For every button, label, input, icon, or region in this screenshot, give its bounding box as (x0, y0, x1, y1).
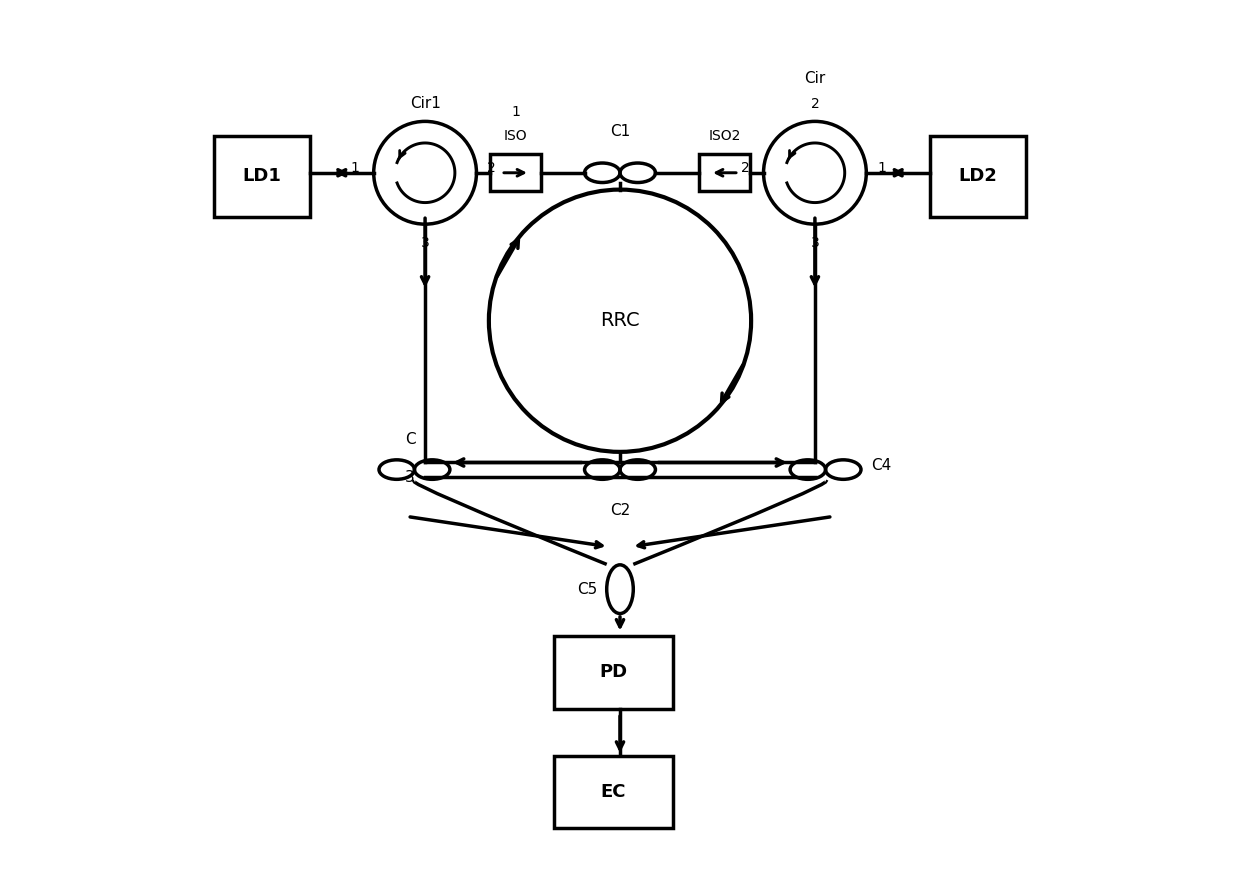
Text: 1: 1 (511, 105, 520, 119)
Text: 3: 3 (811, 236, 820, 250)
Text: 3: 3 (405, 470, 415, 485)
Text: LD2: LD2 (959, 167, 997, 185)
Text: PD: PD (599, 664, 627, 681)
Text: C1: C1 (610, 124, 630, 139)
Text: RRC: RRC (600, 311, 640, 330)
Bar (553, 636, 673, 709)
Text: 2: 2 (740, 161, 749, 175)
Bar (699, 154, 750, 191)
Text: ISO: ISO (503, 128, 527, 143)
Text: C: C (404, 432, 415, 447)
Text: ISO2: ISO2 (708, 128, 740, 143)
Bar (553, 756, 673, 828)
Text: C2: C2 (610, 503, 630, 518)
Text: 1: 1 (877, 161, 885, 175)
Bar (930, 136, 1025, 217)
Text: 3: 3 (420, 236, 429, 250)
Text: 2: 2 (487, 161, 496, 175)
Text: Cir: Cir (805, 71, 826, 86)
Text: C4: C4 (872, 458, 892, 472)
Text: C5: C5 (578, 582, 598, 596)
Text: 2: 2 (811, 97, 820, 111)
Bar (215, 136, 310, 217)
Bar (490, 154, 541, 191)
Text: EC: EC (600, 783, 626, 801)
Text: LD1: LD1 (243, 167, 281, 185)
Text: 1: 1 (351, 161, 360, 175)
Text: Cir1: Cir1 (409, 96, 440, 111)
